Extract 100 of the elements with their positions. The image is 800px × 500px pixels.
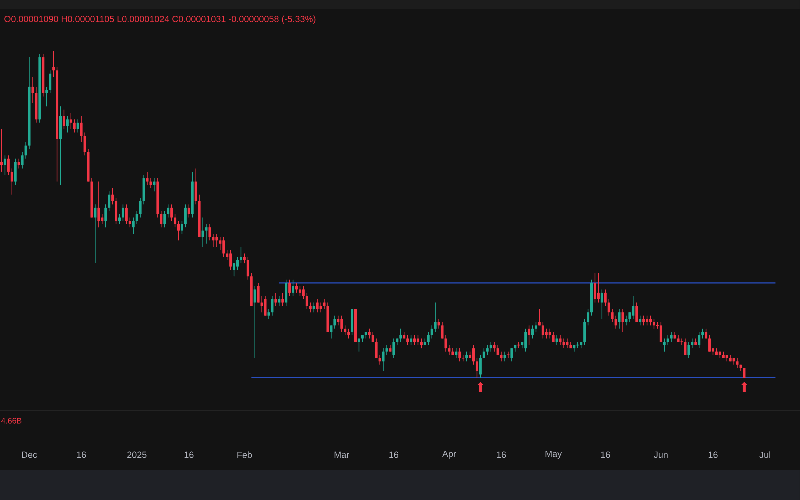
candlestick bbox=[639, 316, 642, 326]
candlestick bbox=[94, 204, 97, 264]
candlestick bbox=[660, 322, 662, 342]
candlestick bbox=[562, 338, 566, 349]
candlestick bbox=[493, 342, 496, 352]
candlestick bbox=[306, 292, 308, 310]
candlestick bbox=[736, 358, 739, 369]
candlestick bbox=[600, 289, 604, 320]
annotation: ⬆ bbox=[477, 382, 484, 392]
candlestick bbox=[208, 224, 212, 241]
candlestick bbox=[666, 335, 670, 346]
candlestick bbox=[545, 328, 548, 340]
candlestick bbox=[115, 198, 118, 225]
candlestick bbox=[14, 158, 17, 186]
candlestick bbox=[684, 338, 687, 356]
candlestick bbox=[122, 204, 124, 222]
candlestick bbox=[180, 220, 184, 234]
candlestick bbox=[118, 214, 121, 225]
candlestick bbox=[604, 289, 607, 306]
candlestick bbox=[282, 292, 284, 306]
candlestick bbox=[642, 316, 646, 326]
candlestick bbox=[178, 220, 180, 241]
candlestick bbox=[46, 86, 48, 107]
candlestick bbox=[202, 217, 204, 248]
candlestick bbox=[556, 335, 558, 346]
candlestick bbox=[153, 178, 156, 192]
candlestick bbox=[302, 286, 305, 300]
candlestick bbox=[594, 272, 596, 304]
candlestick bbox=[316, 299, 319, 313]
candlestick bbox=[348, 328, 350, 340]
candlestick bbox=[358, 338, 360, 352]
candlestick bbox=[205, 224, 208, 244]
candlestick bbox=[532, 325, 534, 340]
candlestick bbox=[438, 318, 440, 330]
candlestick bbox=[584, 318, 586, 346]
candlestick bbox=[164, 210, 166, 228]
candlestick bbox=[62, 110, 66, 130]
candlestick bbox=[646, 316, 649, 326]
candlestick bbox=[194, 168, 198, 206]
candlestick bbox=[410, 335, 413, 346]
candlestick bbox=[73, 119, 76, 134]
candlestick bbox=[184, 204, 187, 228]
candlestick bbox=[472, 344, 476, 366]
candlestick bbox=[340, 316, 344, 333]
candlestick bbox=[233, 263, 236, 277]
candlestick bbox=[382, 348, 385, 372]
candlestick bbox=[132, 217, 135, 234]
candlestick bbox=[98, 181, 100, 228]
candlestick bbox=[455, 348, 458, 359]
candlestick bbox=[0, 129, 3, 172]
x-tick-label: Mar bbox=[334, 452, 350, 458]
candlestick bbox=[188, 204, 190, 218]
candlestick bbox=[534, 322, 538, 333]
candlestick bbox=[222, 237, 226, 258]
candlestick bbox=[538, 308, 541, 326]
candlestick bbox=[663, 338, 666, 352]
candlestick bbox=[278, 296, 281, 306]
candlestick bbox=[614, 316, 618, 330]
candlestick bbox=[650, 316, 652, 326]
candlestick bbox=[60, 106, 62, 186]
x-tick-label: 16 bbox=[497, 452, 506, 458]
candlestick bbox=[466, 351, 468, 362]
candlestick bbox=[708, 335, 712, 352]
x-tick-label: 2025 bbox=[128, 452, 147, 458]
annotation: ⬆ bbox=[741, 382, 748, 392]
candlestick bbox=[288, 280, 292, 297]
candlestick bbox=[670, 332, 673, 342]
candlestick bbox=[698, 332, 701, 349]
candlestick bbox=[632, 296, 635, 320]
x-tick-label: 16 bbox=[601, 452, 610, 458]
candlestick bbox=[400, 328, 402, 342]
candlestick bbox=[597, 272, 600, 304]
candlestick bbox=[312, 302, 316, 313]
candlestick bbox=[490, 342, 492, 352]
candlestick bbox=[174, 214, 177, 228]
candlestick bbox=[243, 253, 246, 264]
x-tick-label: 16 bbox=[708, 452, 718, 458]
candlestick bbox=[368, 328, 371, 340]
candlestick bbox=[309, 302, 312, 313]
candlestick bbox=[510, 348, 514, 362]
candlestick bbox=[52, 50, 56, 78]
candlestick bbox=[296, 282, 298, 294]
candlestick bbox=[587, 308, 590, 326]
candlestick bbox=[479, 354, 482, 378]
candlestick bbox=[427, 332, 430, 346]
x-tick-label: 16 bbox=[77, 452, 86, 458]
candlestick bbox=[702, 328, 704, 340]
candlestick bbox=[292, 280, 295, 297]
candlestick bbox=[688, 342, 690, 359]
candlestick bbox=[504, 351, 506, 362]
candlestick bbox=[420, 338, 423, 349]
candlestick bbox=[104, 204, 108, 228]
candlestick bbox=[500, 351, 503, 362]
x-tick-label: 16 bbox=[184, 452, 194, 458]
candlestick bbox=[18, 158, 20, 170]
candlestick bbox=[264, 296, 267, 316]
candlestick bbox=[170, 204, 174, 222]
candlestick bbox=[652, 318, 656, 330]
candlestick bbox=[542, 322, 544, 340]
candlestick bbox=[548, 328, 552, 340]
